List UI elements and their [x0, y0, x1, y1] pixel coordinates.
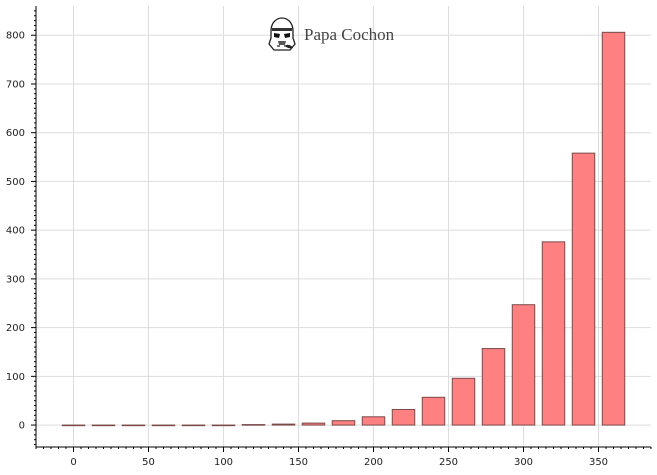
y-tick-label: 0 — [19, 421, 25, 432]
x-tick-label: 50 — [142, 457, 155, 468]
bar — [61, 424, 86, 427]
y-tick-label: 100 — [6, 372, 25, 383]
bar — [361, 416, 386, 426]
bar — [331, 420, 356, 426]
x-tick-label: 150 — [289, 457, 308, 468]
grid-lines — [36, 6, 651, 447]
y-tick-label: 700 — [6, 79, 25, 90]
x-tick-label: 0 — [70, 457, 76, 468]
bar — [301, 422, 326, 426]
x-tick-label: 300 — [514, 457, 533, 468]
bar — [91, 424, 116, 427]
x-tick-label: 100 — [214, 457, 233, 468]
bar-series — [61, 31, 626, 427]
y-tick-label: 800 — [6, 31, 25, 42]
brand-name: Papa Cochon — [304, 25, 395, 44]
brand-logo: Papa Cochon — [266, 17, 394, 53]
bar — [511, 304, 536, 426]
axes — [31, 6, 652, 452]
bar — [211, 424, 236, 427]
y-tick-label: 500 — [6, 177, 25, 188]
y-tick-label: 200 — [6, 323, 25, 334]
bar — [121, 424, 146, 427]
x-tick-label: 200 — [364, 457, 383, 468]
bar — [391, 408, 416, 426]
bar — [601, 31, 626, 426]
bar — [181, 424, 206, 427]
stormtrooper-helmet-icon — [268, 17, 296, 51]
bar — [451, 377, 476, 426]
bar — [421, 396, 446, 426]
tick-labels: 0 50 100 150 200 250 300 350 0 100 200 300 400 500 600… — [6, 31, 608, 468]
bar — [151, 424, 176, 427]
bar — [541, 241, 566, 426]
y-tick-label: 400 — [6, 226, 25, 237]
y-tick-label: 300 — [6, 274, 25, 285]
bar — [271, 423, 296, 426]
x-tick-label: 350 — [589, 457, 608, 468]
bar — [241, 424, 266, 426]
y-tick-label: 600 — [6, 128, 25, 139]
bar — [481, 348, 506, 426]
x-tick-label: 250 — [439, 457, 458, 468]
bar — [571, 152, 596, 426]
